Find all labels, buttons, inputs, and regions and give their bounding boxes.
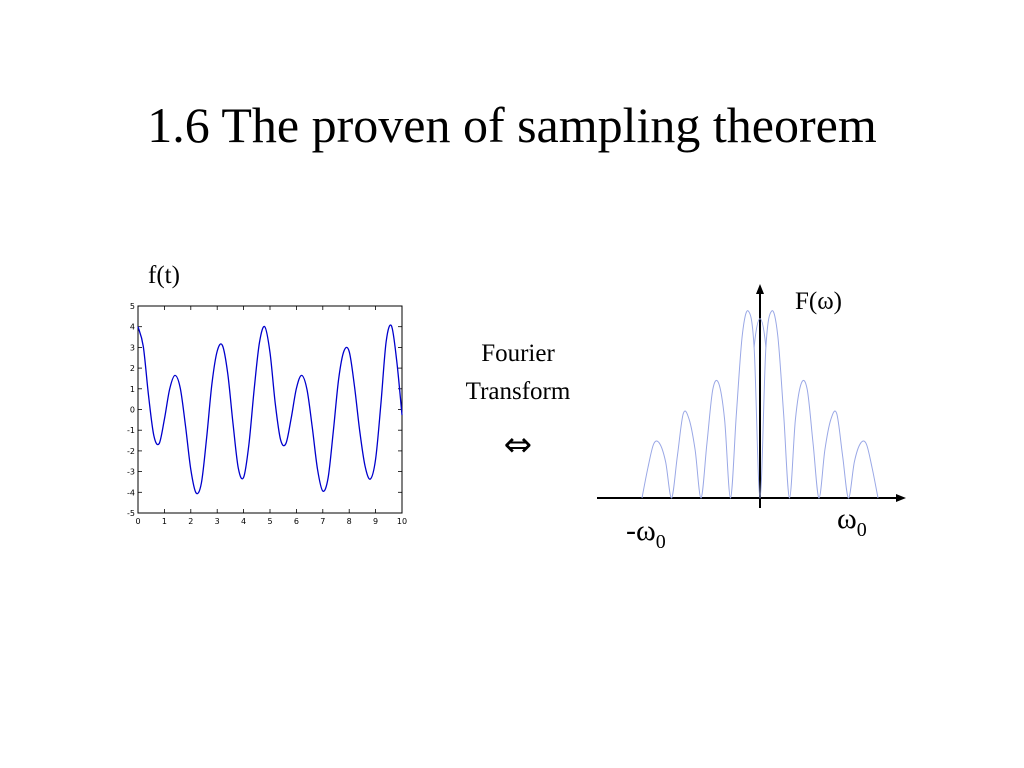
spectrum-main-lobe [753, 318, 767, 348]
y-tick-label: 2 [130, 364, 135, 373]
x-tick-label: 2 [188, 517, 193, 526]
x-tick-label: 7 [320, 517, 325, 526]
pos-omega-subscript: 0 [856, 519, 867, 541]
signal-line [137, 324, 403, 495]
pos-omega-text: ω [837, 502, 857, 535]
y-tick-label: -3 [127, 468, 135, 477]
transform-label-line2: Transform [465, 378, 571, 405]
x-tick-label: 9 [373, 517, 378, 526]
x-tick-label: 6 [294, 517, 299, 526]
y-tick-label: -1 [127, 426, 135, 435]
y-tick-label: -5 [127, 509, 135, 518]
slide-title: 1.6 The proven of sampling theorem [147, 97, 877, 153]
x-tick-label: 1 [162, 517, 167, 526]
neg-omega-text: -ω [626, 514, 656, 547]
y-tick-label: -2 [127, 447, 135, 456]
x-tick-label: 3 [215, 517, 220, 526]
negative-omega0-label: -ω0 [626, 514, 666, 553]
time-signal-label: f(t) [148, 262, 180, 289]
x-tick-label: 4 [241, 517, 246, 526]
x-tick-label: 10 [397, 517, 407, 526]
y-tick-label: 0 [130, 406, 135, 415]
frequency-axis-arrowhead [896, 494, 906, 502]
double-arrow-icon: ⇔ [503, 425, 533, 465]
spectrum-line [641, 310, 879, 499]
fourier-transform-label: Fourier Transform [438, 335, 598, 411]
spectrum-label: F(ω) [795, 288, 843, 315]
y-tick-label: 4 [130, 323, 135, 332]
y-tick-label: 3 [130, 343, 135, 352]
neg-omega-subscript: 0 [655, 531, 666, 553]
transform-label-line1: Fourier [481, 340, 555, 367]
positive-omega0-label: ω0 [837, 502, 867, 541]
amplitude-axis-arrowhead [756, 284, 764, 294]
x-tick-label: 8 [347, 517, 352, 526]
y-tick-label: -4 [127, 488, 135, 497]
y-tick-label: 5 [130, 302, 135, 311]
x-tick-label: 0 [135, 517, 140, 526]
y-tick-label: 1 [130, 385, 135, 394]
x-tick-label: 5 [267, 517, 272, 526]
plot-frame [137, 305, 403, 514]
